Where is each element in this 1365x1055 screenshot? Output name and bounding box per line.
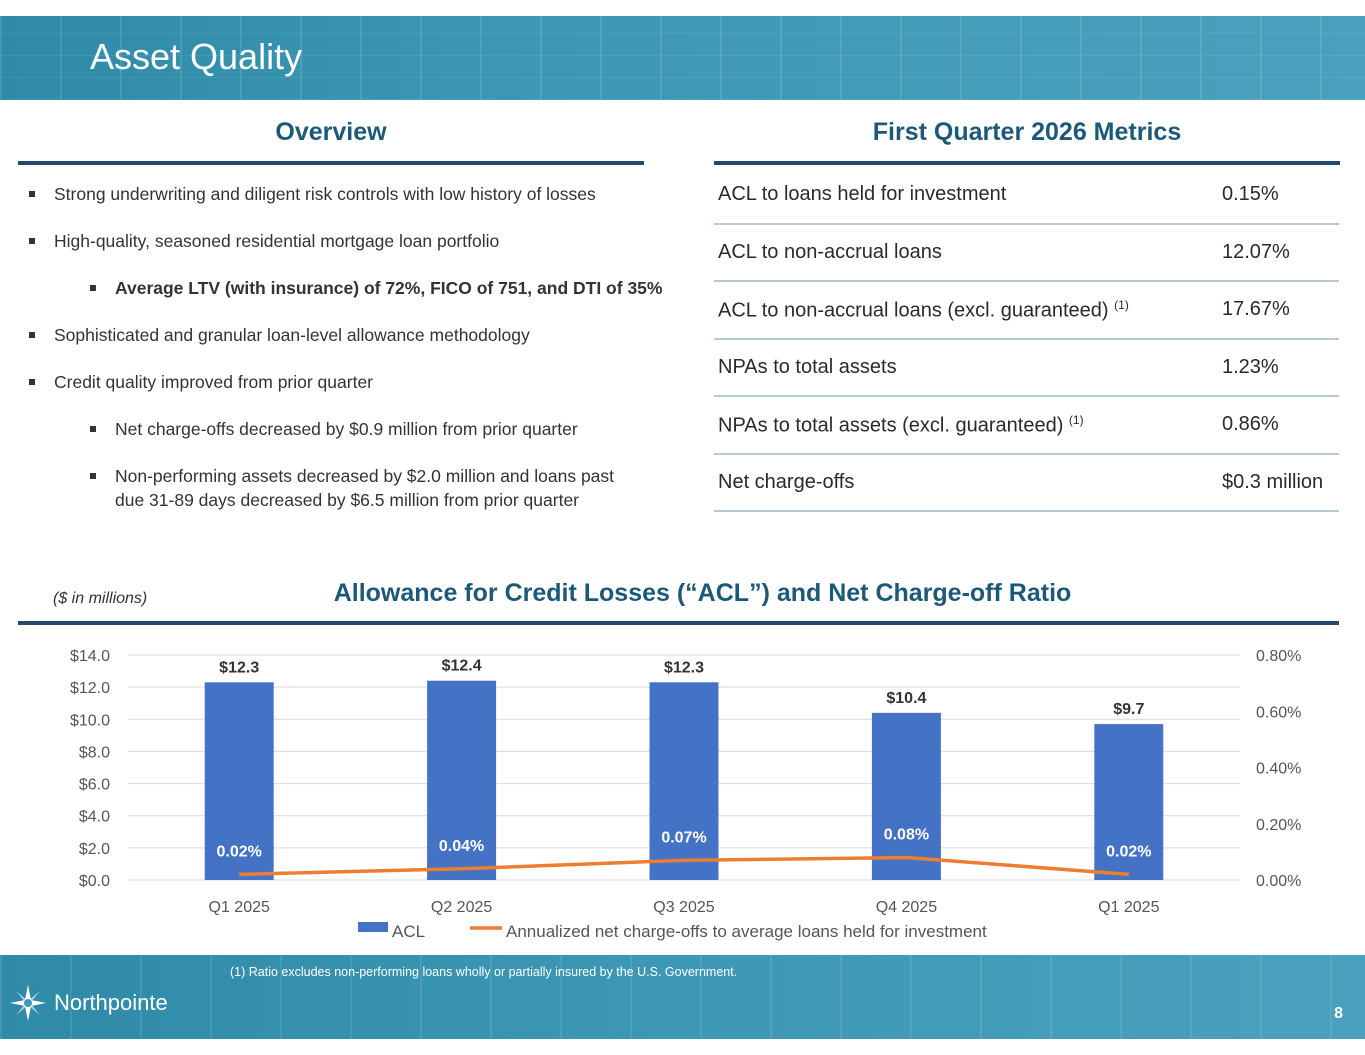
metric-value: 17.67%: [1222, 298, 1290, 320]
metrics-rule: [714, 161, 1340, 165]
nco-ratio-label: 0.02%: [217, 843, 262, 860]
nco-ratio-label: 0.04%: [439, 838, 484, 855]
x-tick-label: Q3 2025: [653, 899, 714, 916]
overview-bullet: Non-performing assets decreased by $2.0 …: [90, 466, 615, 487]
bullet-text: Average LTV (with insurance) of 72%, FIC…: [115, 278, 663, 298]
page-number: 8: [1334, 1005, 1343, 1022]
nco-ratio-label: 0.02%: [1106, 843, 1151, 860]
bullet-marker: [29, 238, 35, 244]
bullet-marker: [29, 332, 35, 338]
acl-bar-label: $12.3: [664, 659, 704, 676]
acl-bar: [427, 680, 497, 880]
metric-label: ACL to non-accrual loans: [718, 240, 942, 263]
metric-value: 12.07%: [1222, 240, 1290, 263]
footnote: (1) Ratio excludes non-performing loans …: [230, 965, 738, 979]
overview-bullet: Sophisticated and granular loan-level al…: [29, 325, 530, 346]
footnote-ref: (1): [1114, 298, 1129, 312]
y-right-tick-label: 0.60%: [1256, 704, 1301, 721]
y-right-tick-label: 0.40%: [1256, 761, 1301, 778]
legend-nco-label: Annualized net charge-offs to average lo…: [506, 922, 987, 941]
y-left-tick-label: $12.0: [70, 680, 110, 697]
x-tick-label: Q4 2025: [876, 899, 937, 916]
footer-banner: (1) Ratio excludes non-performing loans …: [0, 955, 1365, 1039]
nco-ratio-line: [239, 855, 1129, 877]
bullet-marker: [90, 285, 96, 291]
chart-rule: [18, 621, 1339, 625]
bullet-text: Sophisticated and granular loan-level al…: [54, 325, 530, 345]
overview-bullet: Credit quality improved from prior quart…: [29, 372, 374, 393]
bullet-text: Strong underwriting and diligent risk co…: [54, 184, 596, 204]
footnote-ref: (1): [1068, 413, 1084, 427]
overview-bullet: due 31-89 days decreased by $6.5 million…: [115, 490, 579, 511]
acl-bar: [871, 712, 941, 880]
y-left-tick-label: $0.0: [79, 873, 110, 890]
acl-bar-label: $9.7: [1113, 701, 1144, 718]
metric-label: NPAs to total assets: [718, 355, 897, 378]
acl-bar: [1094, 724, 1164, 880]
bullet-text: Net charge-offs decreased by $0.9 millio…: [115, 419, 578, 439]
bullet-text: Credit quality improved from prior quart…: [54, 372, 374, 392]
page-title: Asset Quality: [90, 36, 303, 77]
metric-row: NPAs to total assets 1.23%: [714, 340, 1339, 397]
metrics-title: First Quarter 2026 Metrics: [872, 118, 1182, 146]
metric-value: $0.3 million: [1222, 470, 1324, 493]
legend-acl-label: ACL: [392, 922, 425, 941]
metric-value: 0.15%: [1222, 183, 1279, 205]
bullet-text: High-quality, seasoned residential mortg…: [54, 231, 500, 251]
compass-icon: [10, 985, 46, 1021]
logo: Northpointe: [8, 983, 168, 1023]
overview-bullet: Net charge-offs decreased by $0.9 millio…: [90, 419, 578, 440]
acl-bar: [649, 682, 719, 880]
acl-bar-label: $12.3: [219, 659, 259, 676]
legend-acl-swatch: [358, 922, 388, 932]
overview-rule: [18, 161, 644, 165]
metric-row: ACL to loans held for investment 0.15%: [714, 167, 1339, 225]
metric-row: Net charge-offs $0.3 million: [714, 455, 1339, 512]
metric-row: ACL to non-accrual loans (excl. guarante…: [714, 282, 1339, 340]
overview-title: Overview: [275, 118, 387, 146]
nco-ratio-label: 0.08%: [884, 827, 929, 844]
acl-bar: [204, 682, 274, 880]
footer-pattern: [0, 955, 1365, 1039]
metric-value: 0.86%: [1222, 413, 1279, 435]
logo-text: Northpointe: [54, 990, 168, 1015]
chart-title: Allowance for Credit Losses (“ACL”) and …: [333, 579, 1072, 607]
overview-bullet: High-quality, seasoned residential mortg…: [29, 231, 500, 252]
metric-row: ACL to non-accrual loans 12.07%: [714, 225, 1339, 282]
header-banner: Asset Quality: [0, 16, 1365, 100]
overview-bullet: Average LTV (with insurance) of 72%, FIC…: [90, 278, 663, 299]
acl-bar-label: $12.4: [442, 658, 482, 675]
bullet-marker: [90, 473, 96, 479]
y-left-tick-label: $2.0: [79, 841, 110, 858]
acl-chart: $0.0 $2.0 $4.0 $6.0 $8.0 $10.0 $12.0 $14.0 0.00%…: [70, 648, 1301, 941]
y-left-tick-label: $4.0: [79, 809, 110, 826]
acl-bar-label: $10.4: [886, 690, 926, 707]
header-pattern: [0, 16, 1365, 100]
y-right-tick-label: 0.00%: [1256, 873, 1301, 890]
y-left-tick-label: $10.0: [70, 712, 110, 729]
x-tick-label: Q2 2025: [431, 899, 492, 916]
bullet-text: due 31-89 days decreased by $6.5 million…: [115, 490, 579, 510]
metric-label: NPAs to total assets (excl. guaranteed) …: [718, 413, 1084, 437]
bullet-marker: [29, 191, 35, 197]
bullet-marker: [90, 426, 96, 432]
metric-row: NPAs to total assets (excl. guaranteed) …: [714, 397, 1339, 455]
y-left-tick-label: $14.0: [70, 648, 110, 665]
chart-units: ($ in millions): [53, 590, 148, 607]
nco-ratio-label: 0.07%: [661, 829, 706, 846]
metric-value: 1.23%: [1222, 355, 1279, 378]
metric-label: ACL to non-accrual loans (excl. guarante…: [718, 298, 1129, 322]
overview-bullet: Strong underwriting and diligent risk co…: [29, 184, 596, 205]
y-left-tick-label: $8.0: [79, 744, 110, 761]
bullet-marker: [29, 379, 35, 385]
metric-label: Net charge-offs: [718, 470, 855, 493]
x-tick-label: Q1 2025: [209, 899, 270, 916]
metric-label: ACL to loans held for investment: [718, 183, 1007, 205]
x-tick-label: Q1 2025: [1098, 899, 1159, 916]
y-right-tick-label: 0.80%: [1256, 648, 1301, 665]
y-right-tick-label: 0.20%: [1256, 817, 1301, 834]
bullet-text: Non-performing assets decreased by $2.0 …: [115, 466, 615, 486]
y-left-tick-label: $6.0: [79, 777, 110, 794]
